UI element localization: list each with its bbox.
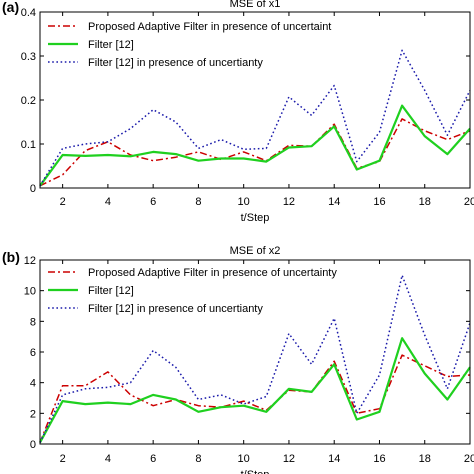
series-line-2 bbox=[39, 104, 471, 187]
x-tick-label: 18 bbox=[419, 196, 431, 208]
legend-label-1: Proposed Adaptive Filter in presence of … bbox=[88, 267, 337, 279]
y-tick-label: 0.1 bbox=[21, 139, 36, 151]
x-tick-label: 8 bbox=[195, 196, 201, 208]
chart-title: MSE of x2 bbox=[230, 245, 281, 257]
x-tick-label: 16 bbox=[373, 196, 385, 208]
legend-label-3: Filter [12] in presence of uncertianty bbox=[88, 303, 263, 315]
series-line-1 bbox=[39, 118, 471, 187]
x-tick-label: 4 bbox=[105, 453, 111, 465]
y-tick-label: 8 bbox=[30, 316, 36, 328]
panel-letter: (b) bbox=[2, 249, 20, 265]
x-tick-label: 10 bbox=[238, 453, 250, 465]
x-tick-label: 6 bbox=[150, 196, 156, 208]
x-tick-label: 6 bbox=[150, 453, 156, 465]
chart-title: MSE of x1 bbox=[230, 0, 281, 10]
y-tick-label: 12 bbox=[24, 255, 36, 267]
y-tick-label: 4 bbox=[30, 378, 36, 390]
y-tick-label: 0 bbox=[30, 183, 36, 195]
legend-label-3: Filter [12] in presence of uncertianty bbox=[88, 57, 263, 69]
y-tick-label: 0.3 bbox=[21, 51, 36, 63]
chart-panel-a: (a) MSE of x1 2 4 6 8 10 12 14 16 18 20 0 0.1 0.2 0.3 0.… bbox=[2, 0, 474, 224]
series-line-1 bbox=[39, 354, 471, 443]
x-tick-label: 2 bbox=[60, 453, 66, 465]
x-axis-label: t/Step bbox=[241, 469, 270, 474]
x-tick-label: 8 bbox=[195, 453, 201, 465]
y-tick-label: 10 bbox=[24, 286, 36, 298]
x-tick-label: 4 bbox=[105, 196, 111, 208]
legend: Proposed Adaptive Filter in presence of … bbox=[48, 21, 331, 69]
y-tick-label: 0.2 bbox=[21, 95, 36, 107]
x-tick-label: 20 bbox=[464, 453, 474, 465]
panel-letter: (a) bbox=[2, 0, 19, 15]
x-axis-label: t/Step bbox=[241, 212, 270, 224]
legend-label-1: Proposed Adaptive Filter in presence of … bbox=[88, 21, 331, 33]
legend: Proposed Adaptive Filter in presence of … bbox=[48, 267, 337, 315]
series-line-2 bbox=[39, 337, 471, 444]
y-tick-label: 0 bbox=[30, 439, 36, 451]
chart-panel-b: (b) MSE of x2 2 4 6 8 10 12 14 16 18 20 0 2 4 6 8 10 12 t/S… bbox=[2, 245, 474, 474]
plot-frame bbox=[39, 11, 471, 189]
x-tick-label: 20 bbox=[464, 196, 474, 208]
x-tick-label: 16 bbox=[373, 453, 385, 465]
y-tick-label: 2 bbox=[30, 408, 36, 420]
series-line-3 bbox=[39, 49, 471, 187]
y-tick-label: 0.4 bbox=[21, 7, 36, 19]
x-tick-label: 10 bbox=[238, 196, 250, 208]
x-tick-label: 12 bbox=[283, 196, 295, 208]
x-tick-label: 12 bbox=[283, 453, 295, 465]
series-line-3 bbox=[39, 274, 471, 443]
x-tick-label: 14 bbox=[328, 453, 340, 465]
plot-frame bbox=[39, 259, 471, 445]
legend-label-2: Filter [12] bbox=[88, 285, 134, 297]
x-tick-label: 14 bbox=[328, 196, 340, 208]
x-tick-label: 18 bbox=[419, 453, 431, 465]
x-tick-label: 2 bbox=[60, 196, 66, 208]
y-tick-label: 6 bbox=[30, 347, 36, 359]
legend-label-2: Filter [12] bbox=[88, 39, 134, 51]
